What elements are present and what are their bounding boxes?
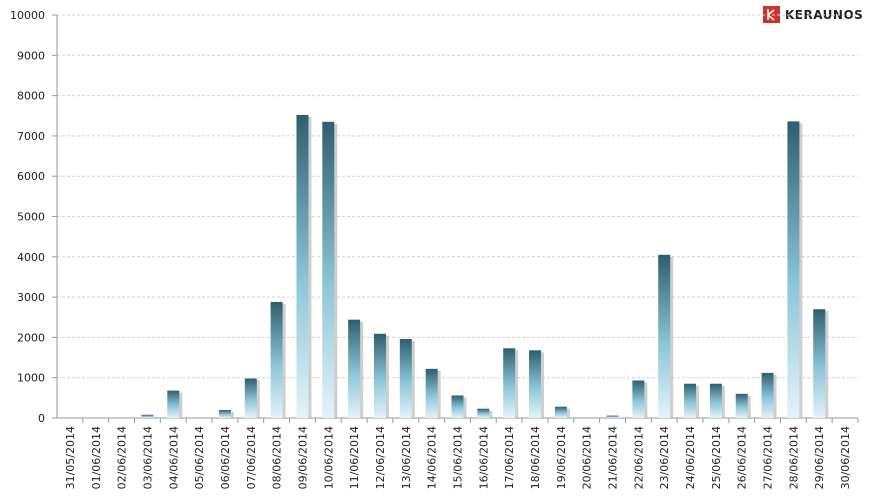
x-tick-label: 22/06/2014	[632, 426, 645, 489]
x-tick-label: 26/06/2014	[736, 426, 749, 489]
x-tick-label: 07/06/2014	[245, 426, 258, 489]
x-tick-label: 21/06/2014	[607, 426, 620, 489]
x-tick-label: 29/06/2014	[813, 426, 826, 489]
bar	[787, 121, 800, 418]
bar	[348, 319, 361, 418]
x-tick-label: 23/06/2014	[658, 426, 671, 489]
bar	[399, 339, 412, 418]
y-tick-label: 0	[38, 412, 45, 425]
x-tick-label: 10/06/2014	[322, 426, 335, 489]
bar	[218, 409, 231, 418]
bar	[167, 390, 180, 418]
x-tick-label: 03/06/2014	[141, 426, 154, 489]
bar	[141, 414, 154, 418]
x-tick-label: 02/06/2014	[116, 426, 129, 489]
y-tick-label: 9000	[17, 49, 45, 62]
x-tick-label: 11/06/2014	[348, 426, 361, 489]
bar	[451, 395, 464, 418]
y-tick-label: 6000	[17, 170, 45, 183]
bar	[658, 254, 671, 418]
y-tick-label: 5000	[17, 211, 45, 224]
x-tick-label: 09/06/2014	[296, 426, 309, 489]
x-tick-label: 15/06/2014	[452, 426, 465, 489]
bar	[529, 350, 542, 418]
x-tick-label: 14/06/2014	[426, 426, 439, 489]
bar	[761, 372, 774, 418]
x-tick-label: 01/06/2014	[90, 426, 103, 489]
y-tick-label: 8000	[17, 90, 45, 103]
bar	[477, 408, 490, 418]
bar	[503, 348, 516, 418]
x-tick-label: 18/06/2014	[529, 426, 542, 489]
x-tick-label: 16/06/2014	[477, 426, 490, 489]
bar	[244, 378, 257, 418]
x-tick-label: 04/06/2014	[167, 426, 180, 489]
y-tick-label: 10000	[10, 9, 45, 22]
x-tick-label: 25/06/2014	[710, 426, 723, 489]
bar	[709, 383, 722, 418]
y-tick-label: 1000	[17, 372, 45, 385]
x-tick-label: 20/06/2014	[581, 426, 594, 489]
x-tick-label: 19/06/2014	[555, 426, 568, 489]
bar	[373, 333, 386, 418]
bar	[296, 114, 309, 418]
bar	[632, 380, 645, 418]
x-tick-label: 24/06/2014	[684, 426, 697, 489]
x-tick-label: 12/06/2014	[374, 426, 387, 489]
y-tick-label: 2000	[17, 331, 45, 344]
x-tick-label: 27/06/2014	[762, 426, 775, 489]
x-tick-label: 28/06/2014	[787, 426, 800, 489]
bar	[425, 368, 438, 418]
bar	[684, 383, 697, 418]
y-tick-label: 3000	[17, 291, 45, 304]
x-tick-label: 08/06/2014	[271, 426, 284, 489]
bar	[270, 301, 283, 418]
bar	[735, 393, 748, 418]
bar	[606, 415, 619, 418]
x-tick-label: 31/05/2014	[64, 426, 77, 489]
x-tick-label: 05/06/2014	[193, 426, 206, 489]
bar	[554, 406, 567, 418]
bar	[813, 309, 826, 418]
bar	[322, 121, 335, 419]
x-tick-label: 30/06/2014	[839, 426, 852, 489]
y-tick-label: 7000	[17, 130, 45, 143]
y-tick-label: 4000	[17, 251, 45, 264]
x-tick-label: 06/06/2014	[219, 426, 232, 489]
x-tick-label: 13/06/2014	[400, 426, 413, 489]
x-tick-label: 17/06/2014	[503, 426, 516, 489]
